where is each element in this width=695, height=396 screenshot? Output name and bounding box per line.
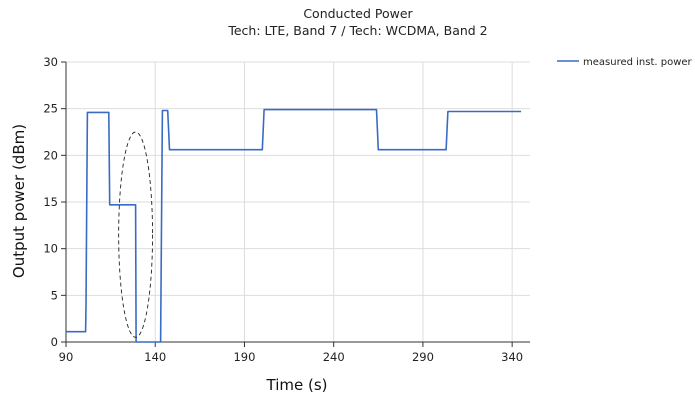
chart-title: Conducted Power [303, 6, 413, 21]
y-tick-label: 15 [43, 195, 58, 209]
x-axis-title: Time (s) [266, 376, 328, 394]
x-tick-label: 140 [144, 350, 166, 364]
series [66, 108, 522, 343]
y-tick-label: 10 [43, 242, 58, 256]
x-tick-label: 190 [233, 350, 255, 364]
y-axis-title: Output power (dBm) [10, 124, 28, 278]
grid [66, 61, 530, 342]
x-tick-label: 240 [323, 350, 345, 364]
legend: measured inst. power [557, 57, 693, 68]
annotation-ellipse [118, 131, 154, 338]
x-tick-label: 340 [501, 350, 523, 364]
annotations [118, 131, 154, 338]
y-tick-label: 30 [43, 55, 58, 69]
x-tick-label: 90 [59, 350, 74, 364]
chart-subtitle: Tech: LTE, Band 7 / Tech: WCDMA, Band 2 [227, 23, 487, 38]
y-tick-label: 0 [51, 335, 58, 349]
y-tick-label: 25 [43, 102, 58, 116]
legend-label: measured inst. power [583, 57, 693, 68]
y-tick-label: 5 [51, 288, 58, 302]
x-tick-label: 290 [412, 350, 434, 364]
tick-labels: 90 140 190 240 290 340 0 5 10 15 20 25 30 [43, 55, 523, 364]
y-tick-label: 20 [43, 148, 58, 162]
series-line [66, 108, 522, 343]
